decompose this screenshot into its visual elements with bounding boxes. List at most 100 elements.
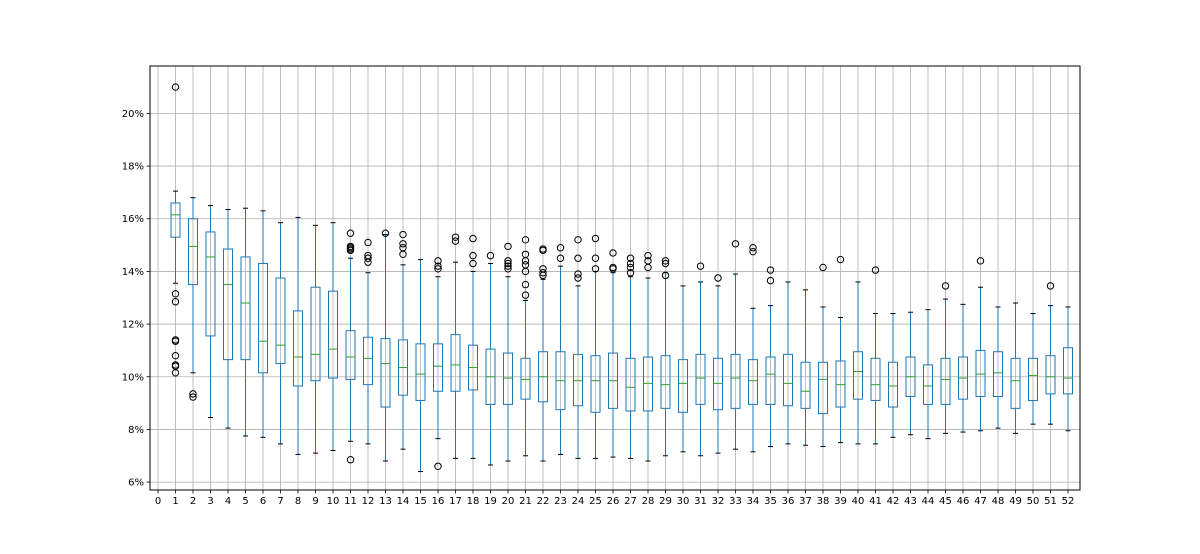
outlier-point (749, 247, 757, 256)
iqr-box (748, 359, 758, 405)
y-tick-label: 12% (122, 320, 144, 331)
outlier-point (591, 234, 600, 243)
x-tick-label: 28 (642, 496, 655, 507)
box-group (503, 242, 513, 462)
box-group (958, 303, 968, 433)
x-tick-label: 45 (939, 496, 952, 507)
x-tick-label: 8 (295, 496, 301, 507)
iqr-box (310, 286, 321, 382)
outlier-point (661, 259, 670, 268)
x-tick-label: 3 (207, 496, 213, 507)
outlier-point (644, 263, 652, 272)
outlier-point (521, 280, 530, 289)
iqr-box (765, 356, 776, 405)
axis-ticks: 0 1 2 3 4 5 6 7 8 9 10 11 12 13 14 15 16 17 18 19 20 21 22 23 24… (122, 109, 1075, 507)
iqr-box (293, 310, 303, 387)
outlier-point (346, 229, 355, 237)
x-tick-label: 48 (992, 496, 1005, 507)
x-tick-label: 12 (362, 496, 375, 507)
iqr-box (258, 263, 268, 374)
outlier-point (819, 263, 827, 272)
outlier-point (346, 246, 355, 255)
outlier-point (521, 257, 530, 265)
iqr-box (328, 290, 338, 379)
outlier-point (749, 244, 757, 252)
outlier-point (364, 254, 372, 262)
x-tick-label: 34 (747, 496, 760, 507)
box-group (1063, 306, 1073, 432)
outlier-point (171, 351, 180, 360)
iqr-box (520, 357, 531, 400)
box-group (205, 205, 216, 419)
x-tick-label: 14 (397, 496, 410, 507)
x-tick-label: 37 (799, 496, 812, 507)
outlier-point (434, 265, 442, 273)
iqr-box (240, 256, 251, 361)
outlier-point (381, 229, 390, 237)
outlier-point (976, 257, 985, 265)
iqr-box (818, 361, 828, 415)
x-tick-label: 6 (260, 496, 266, 507)
iqr-box (1045, 355, 1056, 395)
box-group (590, 234, 601, 459)
outlier-point (556, 244, 565, 252)
x-tick-label: 32 (712, 496, 725, 507)
iqr-box (800, 361, 811, 409)
box-group (643, 251, 653, 462)
iqr-box (275, 277, 286, 365)
x-tick-label: 13 (379, 496, 392, 507)
outlier-point (451, 237, 460, 245)
outlier-point (171, 83, 180, 91)
iqr-box (643, 356, 653, 412)
iqr-box (450, 334, 461, 392)
outlier-point (836, 255, 845, 264)
outlier-point (486, 251, 495, 260)
box-group (258, 210, 268, 438)
iqr-box (590, 355, 601, 413)
y-tick-label: 14% (122, 267, 144, 278)
y-tick-label: 8% (128, 425, 144, 436)
x-tick-label: 9 (312, 496, 318, 507)
x-tick-label: 23 (554, 496, 567, 507)
box-group (818, 263, 828, 448)
boxes (170, 83, 1073, 473)
box-group (993, 306, 1003, 429)
outlier-point (591, 254, 600, 262)
outlier-point (574, 274, 582, 282)
outlier-point (731, 240, 740, 248)
outlier-point (434, 462, 442, 470)
outlier-point (364, 238, 372, 247)
box-group (468, 234, 478, 459)
box-group (748, 244, 758, 453)
outlier-point (469, 251, 477, 260)
y-tick-label: 10% (122, 372, 144, 383)
x-tick-label: 40 (852, 496, 865, 507)
box-group (730, 240, 741, 450)
x-tick-label: 26 (607, 496, 620, 507)
outlier-point (434, 262, 442, 270)
box-group (783, 281, 793, 445)
outlier-point (521, 267, 530, 276)
outlier-point (434, 257, 442, 265)
outlier-point (364, 258, 372, 266)
box-group (433, 257, 443, 470)
box-group (923, 309, 933, 440)
box-group (608, 249, 618, 458)
box-group (170, 83, 181, 377)
y-tick-label: 6% (128, 478, 144, 489)
x-tick-label: 38 (817, 496, 830, 507)
x-tick-label: 5 (242, 496, 248, 507)
iqr-box (888, 361, 898, 408)
outlier-point (626, 254, 635, 262)
iqr-box (730, 353, 741, 409)
iqr-box (1063, 347, 1073, 395)
iqr-box (625, 357, 636, 412)
x-tick-label: 1 (172, 496, 178, 507)
box-group (293, 216, 303, 455)
outlier-point (171, 337, 180, 345)
iqr-box (433, 343, 443, 392)
outlier-point (521, 236, 530, 244)
y-tick-label: 18% (122, 162, 144, 173)
box-group (485, 251, 496, 466)
x-tick-label: 11 (344, 496, 357, 507)
